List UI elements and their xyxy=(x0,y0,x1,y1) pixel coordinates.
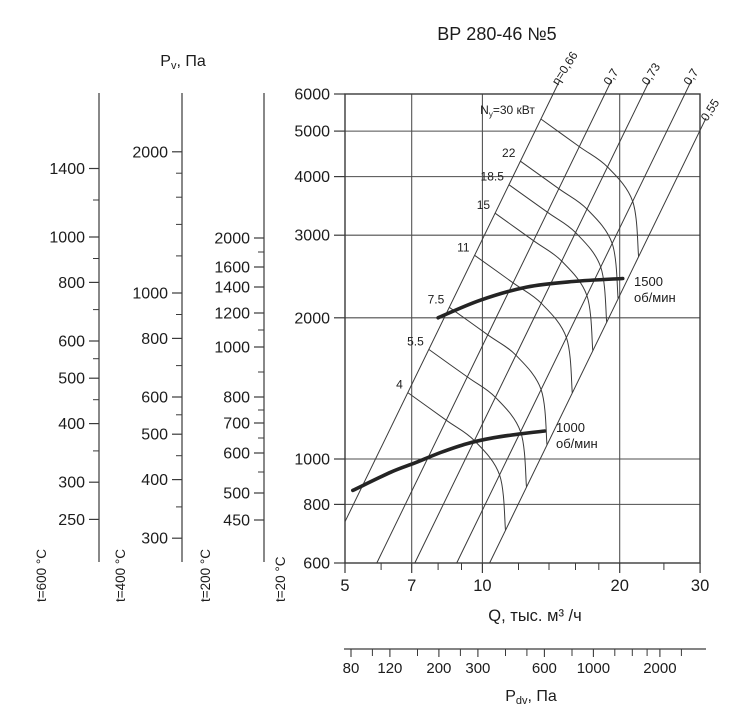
aux-tick-label: 1400 xyxy=(214,280,250,297)
power-label: 15 xyxy=(477,198,491,212)
aux-tick-label: 600 xyxy=(141,390,168,407)
rpm-label: 1500 xyxy=(634,274,663,289)
pv-axis-title: Pv, Па xyxy=(160,53,206,72)
aux-tick-label: 400 xyxy=(141,472,168,489)
aux-axis-temp-label: t=600 °C xyxy=(34,549,49,602)
aux-tick-label: 500 xyxy=(223,486,250,503)
fan-curve-1000 xyxy=(351,429,547,493)
pdv-tick-label: 200 xyxy=(426,660,451,677)
x-tick-label: 5 xyxy=(340,577,349,595)
power-label-30: Nу=30 кВт xyxy=(480,103,535,119)
pdv-tick-label: 120 xyxy=(377,660,402,677)
power-curve xyxy=(494,212,594,351)
power-label: 5.5 xyxy=(407,334,424,348)
aux-tick-label: 800 xyxy=(58,275,85,292)
aux-tick-label: 450 xyxy=(223,513,250,530)
pdv-axis-title: Pdv, Па xyxy=(505,688,557,707)
fan-curve-1500 xyxy=(436,276,625,320)
y-tick-label: 5000 xyxy=(294,124,330,141)
efficiency-line xyxy=(344,79,561,522)
y-tick-label: 1000 xyxy=(294,452,330,469)
efficiency-line xyxy=(489,117,707,564)
efficiency-line xyxy=(456,79,693,564)
y-tick-label: 600 xyxy=(303,556,330,573)
power-label: 7.5 xyxy=(428,292,445,306)
y-tick-label: 3000 xyxy=(294,228,330,245)
aux-tick-label: 800 xyxy=(141,331,168,348)
pdv-tick-label: 300 xyxy=(465,660,490,677)
power-curve xyxy=(474,254,573,393)
y-tick-label: 800 xyxy=(303,497,330,514)
aux-tick-label: 250 xyxy=(58,512,85,529)
aux-axis-temp-label: t=400 °C xyxy=(113,549,128,602)
x-tick-label: 10 xyxy=(473,577,491,595)
plot-border xyxy=(344,93,701,564)
aux-tick-label: 1000 xyxy=(49,230,85,247)
power-label: 18.5 xyxy=(481,170,505,184)
rpm-label: об/мин xyxy=(634,290,676,305)
power-label: 11 xyxy=(457,240,470,254)
aux-tick-label: 500 xyxy=(58,371,85,388)
power-label: 22 xyxy=(502,146,516,160)
pdv-tick-label: 600 xyxy=(532,660,557,677)
main-axis-temp-label: t=20 °C xyxy=(273,556,288,602)
power-curve xyxy=(508,184,608,323)
aux-tick-label: 400 xyxy=(58,416,85,433)
aux-tick-label: 1600 xyxy=(214,260,250,277)
aux-tick-label: 700 xyxy=(223,416,250,433)
aux-axis-temp-label: t=200 °C xyxy=(198,549,213,602)
aux-tick-label: 1400 xyxy=(49,161,85,178)
aux-tick-label: 300 xyxy=(58,475,85,492)
power-curve xyxy=(520,160,619,299)
aux-tick-label: 600 xyxy=(223,446,250,463)
aux-tick-label: 600 xyxy=(58,334,85,351)
chart-title: ВР 280-46 №5 xyxy=(437,24,556,44)
aux-tick-label: 300 xyxy=(141,531,168,548)
efficiency-line xyxy=(414,79,651,564)
y-tick-label: 2000 xyxy=(294,310,330,327)
y-tick-label: 4000 xyxy=(294,169,330,186)
pdv-tick-label: 1000 xyxy=(577,660,610,677)
rpm-label: об/мин xyxy=(556,436,598,451)
pdv-tick-label: 80 xyxy=(343,660,360,677)
aux-tick-label: 800 xyxy=(223,390,250,407)
x-axis-title: Q, тыс. м³ /ч xyxy=(488,607,581,625)
power-label: 4 xyxy=(396,378,403,392)
aux-tick-label: 1200 xyxy=(214,306,250,323)
aux-tick-label: 2000 xyxy=(132,144,168,161)
x-tick-label: 30 xyxy=(691,577,709,595)
aux-tick-label: 1000 xyxy=(132,286,168,303)
aux-tick-label: 2000 xyxy=(214,231,250,248)
x-tick-label: 7 xyxy=(407,577,416,595)
pdv-tick-label: 2000 xyxy=(643,660,676,677)
aux-tick-label: 1000 xyxy=(214,340,250,357)
power-curve xyxy=(428,348,527,488)
aux-tick-label: 500 xyxy=(141,427,168,444)
y-tick-label: 6000 xyxy=(294,87,330,104)
efficiency-line xyxy=(376,79,613,564)
rpm-label: 1000 xyxy=(556,420,585,435)
power-curve xyxy=(449,306,548,445)
x-tick-label: 20 xyxy=(611,577,629,595)
power-curve xyxy=(540,118,640,257)
